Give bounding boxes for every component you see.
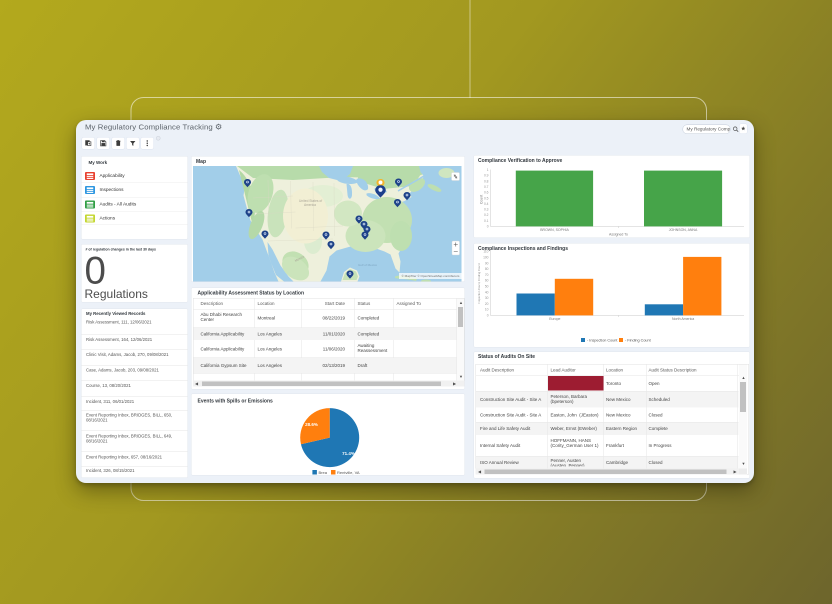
svg-text:© MapTiler © OpenStreetMap con: © MapTiler © OpenStreetMap contributors <box>402 274 460 278</box>
svg-text:90: 90 <box>485 261 489 265</box>
svg-text:Rentville, VA: Rentville, VA <box>337 470 360 475</box>
svg-text:BROWN, SOPHIA: BROWN, SOPHIA <box>540 228 569 232</box>
svg-text:40: 40 <box>485 290 489 294</box>
svg-text:110: 110 <box>483 250 488 254</box>
svg-text:60: 60 <box>485 279 489 283</box>
svg-text:Assigned To: Assigned To <box>609 233 628 237</box>
svg-text:50: 50 <box>485 285 489 289</box>
svg-text:71.4%: 71.4% <box>342 451 355 456</box>
svg-text:0.9: 0.9 <box>484 174 489 178</box>
svg-text:North America: North America <box>672 317 694 321</box>
svg-text:0.8: 0.8 <box>484 179 489 183</box>
svg-text:0.5: 0.5 <box>484 196 489 200</box>
svg-text:28.6%: 28.6% <box>305 422 318 427</box>
svg-text:0.4: 0.4 <box>484 202 489 206</box>
svg-text:10: 10 <box>485 308 489 312</box>
svg-text:80: 80 <box>485 267 489 271</box>
svg-text:America: America <box>304 203 316 207</box>
svg-text:20: 20 <box>485 302 489 306</box>
svg-text:0.6: 0.6 <box>484 191 489 195</box>
svg-text:70: 70 <box>485 273 489 277</box>
svg-text:30: 30 <box>485 296 489 300</box>
svg-text:1: 1 <box>487 168 489 172</box>
svg-text:0.1: 0.1 <box>484 219 489 223</box>
svg-text:Gulf of Mexico: Gulf of Mexico <box>358 263 378 267</box>
svg-text:0.3: 0.3 <box>484 208 489 212</box>
svg-text:- Finding Count: - Finding Count <box>625 339 652 343</box>
svg-text:Mexico: Mexico <box>294 254 305 262</box>
svg-text:United States of: United States of <box>299 199 322 203</box>
svg-text:0.2: 0.2 <box>484 213 489 217</box>
svg-text:Count: Count <box>480 195 484 204</box>
svg-text:100: 100 <box>483 256 489 260</box>
svg-text:0: 0 <box>487 314 489 318</box>
svg-text:Brea: Brea <box>319 470 328 475</box>
svg-text:0.7: 0.7 <box>484 185 489 189</box>
svg-text:Inspection Count, Finding Coun: Inspection Count, Finding Count <box>477 263 481 303</box>
svg-text:JOHNSON, ANNA: JOHNSON, ANNA <box>669 228 698 232</box>
svg-text:Europe: Europe <box>549 317 560 321</box>
svg-text:- Inspection Count: - Inspection Count <box>587 339 618 343</box>
svg-text:0: 0 <box>487 225 489 229</box>
